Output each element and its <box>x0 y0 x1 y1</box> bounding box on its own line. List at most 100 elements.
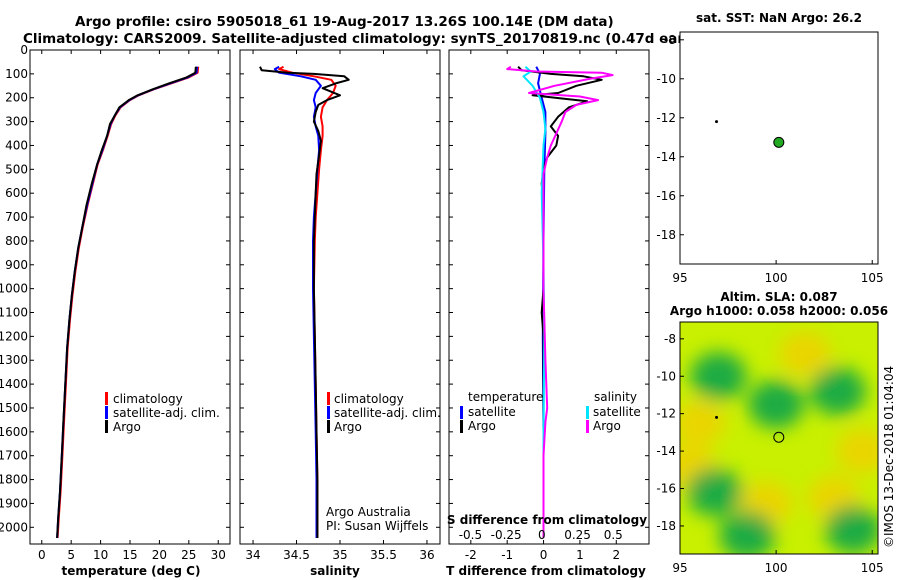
legend-swatch-argo <box>327 420 330 433</box>
legend-swatch-climatology <box>105 392 108 405</box>
depth-tick-label: 1300 <box>0 353 28 367</box>
sla-frame <box>679 321 879 555</box>
x-tick-label: 35 <box>332 548 347 562</box>
map-y-tick-label: -14 <box>656 150 676 164</box>
title-line2: Climatology: CARS2009. Satellite-adjuste… <box>23 31 715 47</box>
island-marker <box>715 120 719 124</box>
legend-satellite: satellite-adj. clim. <box>113 406 220 420</box>
map-y-tick-label: -18 <box>656 228 676 242</box>
x-tick-label: 34 <box>245 548 260 562</box>
difference-panel <box>448 49 650 545</box>
temperature-legend: climatology satellite-adj. clim. Argo <box>105 392 220 434</box>
sst-map: 95 100 105 -8 -10 -12 -14 -16 -18 <box>656 33 883 285</box>
legend-swatch-satellite <box>105 406 108 419</box>
depth-tick-label: 1800 <box>0 473 28 487</box>
sla-low-patch <box>686 468 743 517</box>
x-tick-label: 10 <box>93 548 108 562</box>
argo-line <box>56 66 197 539</box>
depth-tick-label: 1100 <box>0 306 28 320</box>
x-tick-label: 1 <box>576 548 584 562</box>
map-y-tick-label: -8 <box>664 332 676 346</box>
x-tick-label: 2 <box>612 548 620 562</box>
sla-low-patch <box>690 352 747 401</box>
map-y-tick-label: -10 <box>656 72 676 86</box>
s-tick-label: -0.25 <box>491 528 522 542</box>
sla-high-patch <box>778 331 831 376</box>
credit-pi: PI: Susan Wijffels <box>326 519 428 533</box>
sla-low-patch <box>719 511 776 554</box>
legend-swatch-s-satellite <box>586 406 589 419</box>
legend-climatology: climatology <box>113 392 183 406</box>
sla-high-patch <box>836 429 878 474</box>
difference-xlabel: T difference from climatology <box>446 564 646 578</box>
map-y-tick-label: -18 <box>656 519 676 533</box>
map-y-tick-label: -16 <box>656 482 676 496</box>
s-tick-label: -0.5 <box>459 528 482 542</box>
depth-tick-label: 1000 <box>0 282 28 296</box>
legend-argo: Argo <box>113 420 141 434</box>
sla-map-title: Altim. SLA: 0.087 <box>720 290 837 304</box>
map-y-tick-label: -14 <box>656 444 676 458</box>
x-tick-label: 25 <box>181 548 196 562</box>
depth-tick-label: 600 <box>5 186 28 200</box>
map-y-tick-label: -8 <box>664 33 676 47</box>
x-tick-label: 36 <box>419 548 434 562</box>
sst-map-panel <box>679 31 879 265</box>
depth-tick-label: 2000 <box>0 520 28 534</box>
salinity-legend: climatology satellite-adj. clim. Argo <box>327 392 441 434</box>
depth-tick-label: 300 <box>5 115 28 129</box>
x-tick-label: -1 <box>501 548 513 562</box>
s-tick-label: 0.5 <box>604 528 623 542</box>
sla-field <box>680 322 878 554</box>
t-diff-argo-line <box>517 65 603 538</box>
s-tick-label: 0 <box>538 528 546 542</box>
legend-t-satellite: satellite <box>468 405 516 419</box>
map-x-tick-label: 95 <box>672 271 687 285</box>
legend-satellite: satellite-adj. clim. <box>334 406 441 420</box>
salinity-chart: 34 34.5 35 35.5 36 <box>245 50 435 562</box>
s-difference-ticks: -0.5 -0.25 0 0.25 0.5 <box>459 528 623 542</box>
sla-low-patch <box>748 380 805 429</box>
legend-header-temperature: temperature <box>468 390 543 404</box>
island-marker <box>715 415 719 419</box>
profile-location-marker <box>773 431 785 443</box>
map-y-tick-label: -16 <box>656 189 676 203</box>
depth-tick-label: 1400 <box>0 377 28 391</box>
x-tick-label: 15 <box>122 548 137 562</box>
x-tick-label: 20 <box>152 548 167 562</box>
x-tick-label: 34.5 <box>283 548 310 562</box>
argo-line <box>259 66 350 538</box>
depth-tick-label: 800 <box>5 234 28 248</box>
legend-swatch-t-satellite <box>460 406 463 419</box>
depth-tick-label: 500 <box>5 162 28 176</box>
temperature-chart: 0 5 10 15 20 25 30 <box>38 50 226 562</box>
depth-tick-label: 700 <box>5 210 28 224</box>
legend-swatch-climatology <box>327 392 330 405</box>
x-tick-label: 5 <box>67 548 75 562</box>
map-x-tick-label: 95 <box>672 561 687 575</box>
s-difference-label: S difference from climatology <box>447 513 647 527</box>
depth-tick-label: 100 <box>5 67 28 81</box>
credit-argo-australia: Argo Australia <box>326 505 411 519</box>
depth-tick-label: 1700 <box>0 449 28 463</box>
depth-tick-label: 0 <box>20 43 28 57</box>
s-tick-label: 0.25 <box>564 528 591 542</box>
legend-argo: Argo <box>334 420 362 434</box>
difference-legend: temperature salinity satellite Argo sate… <box>460 390 641 433</box>
legend-s-argo: Argo <box>593 419 621 433</box>
x-tick-label: 0 <box>38 548 46 562</box>
s-diff-argo-line <box>506 65 614 538</box>
depth-tick-label: 1500 <box>0 401 28 415</box>
depth-tick-label: 200 <box>5 91 28 105</box>
legend-swatch-s-argo <box>586 420 589 433</box>
sla-low-patch <box>809 367 866 416</box>
sla-patches <box>680 331 878 554</box>
map-x-tick-label: 105 <box>861 561 884 575</box>
map-y-tick-label: -12 <box>656 407 676 421</box>
depth-tick-label: 1900 <box>0 496 28 510</box>
legend-t-argo: Argo <box>468 419 496 433</box>
temperature-panel <box>29 49 231 545</box>
legend-swatch-satellite <box>327 406 330 419</box>
map-y-tick-label: -10 <box>656 369 676 383</box>
